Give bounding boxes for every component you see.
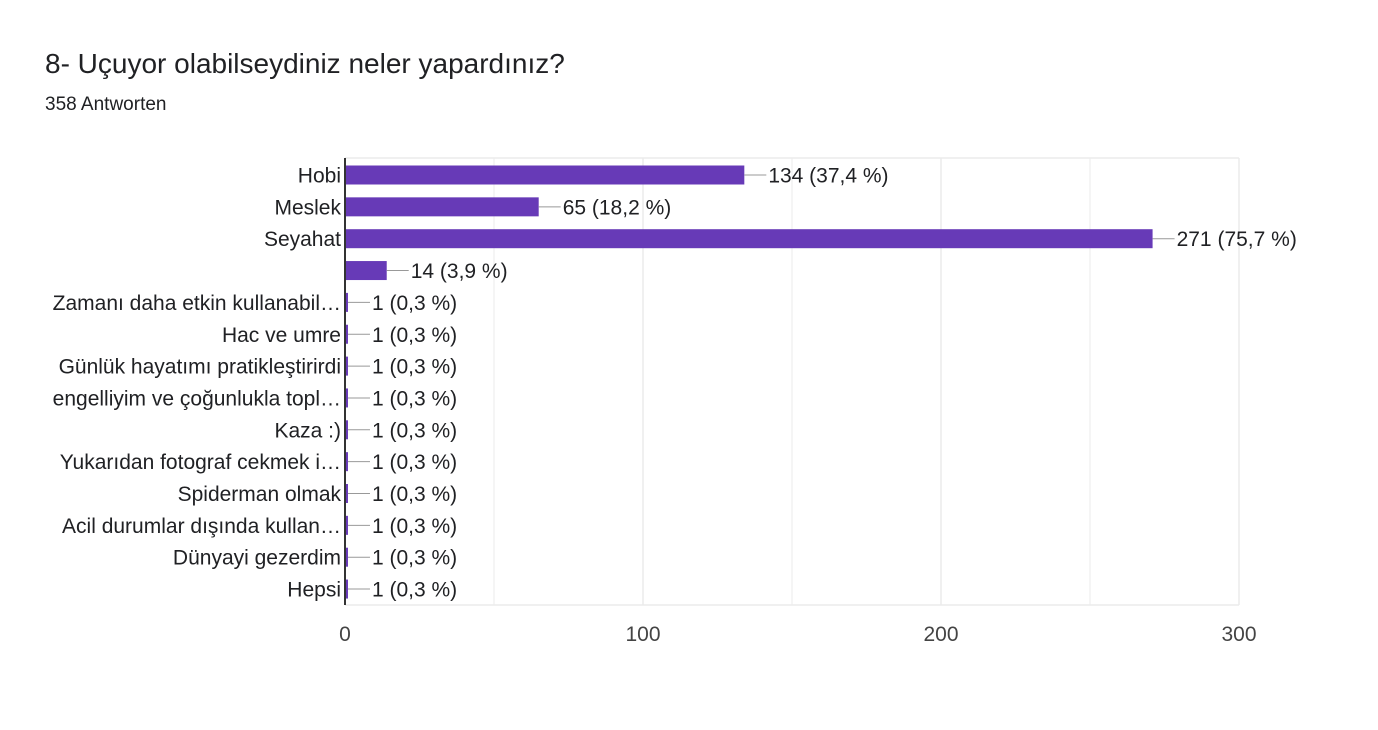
data-label: 1 (0,3 %) [372, 483, 457, 506]
x-tick-label: 0 [339, 623, 351, 646]
bar[interactable] [345, 484, 348, 503]
bar[interactable] [345, 452, 348, 472]
bar[interactable] [345, 165, 745, 185]
category-label: Kaza :) [274, 419, 341, 442]
data-label: 271 (75,7 %) [1177, 228, 1297, 251]
bars [344, 158, 1153, 605]
category-label: Seyahat [264, 228, 341, 251]
data-label: 1 (0,3 %) [372, 547, 457, 570]
x-tick-label: 200 [923, 623, 958, 646]
bar[interactable] [345, 515, 348, 535]
data-labels: 134 (37,4 %) 65 (18,2 %) 271 (75,7 %) 14 (3… [347, 165, 1297, 602]
data-label: 1 (0,3 %) [372, 292, 457, 315]
category-label: Günlük hayatımı pratikleştirirdi [59, 356, 341, 379]
category-label: Yukarıdan fotograf cekmek i… [60, 451, 341, 474]
chart-title: 8- Uçuyor olabilseydiniz neler yapardını… [45, 48, 565, 79]
bar[interactable] [345, 388, 348, 408]
category-label: Dünyayi gezerdim [173, 547, 341, 570]
bar[interactable] [345, 229, 1153, 249]
x-tick-label: 300 [1221, 623, 1256, 646]
category-label: Zamanı daha etkin kullanabil… [53, 292, 341, 315]
grid-lines [345, 157, 1240, 606]
bar[interactable] [345, 579, 348, 599]
category-label: engelliyim ve çoğunlukla topl… [53, 387, 341, 410]
data-label: 65 (18,2 %) [563, 196, 672, 219]
data-label: 1 (0,3 %) [372, 356, 457, 379]
data-label: 134 (37,4 %) [768, 165, 888, 188]
category-label: Meslek [274, 196, 341, 219]
bar[interactable] [345, 356, 348, 376]
x-axis-ticks: 0 100 200 300 [339, 623, 1256, 646]
category-labels: Hobi Meslek Seyahat Zamanı daha etkin kulla… [53, 165, 342, 602]
bar[interactable] [345, 547, 348, 567]
response-count: 358 Antworten [45, 94, 167, 115]
data-label: 1 (0,3 %) [372, 515, 457, 538]
data-label: 1 (0,3 %) [372, 579, 457, 602]
data-label: 1 (0,3 %) [372, 387, 457, 410]
bar[interactable] [345, 197, 539, 217]
category-label: Hobi [298, 165, 341, 188]
data-label: 1 (0,3 %) [372, 451, 457, 474]
category-label: Hac ve umre [222, 324, 341, 347]
bar[interactable] [345, 420, 348, 440]
data-label: 1 (0,3 %) [372, 419, 457, 442]
data-label: 14 (3,9 %) [411, 260, 508, 283]
category-label: Hepsi [287, 579, 341, 602]
x-tick-label: 100 [625, 623, 660, 646]
bar[interactable] [345, 261, 387, 281]
bar[interactable] [345, 292, 348, 312]
category-label: Acil durumlar dışında kullan… [62, 515, 341, 538]
category-label: Spiderman olmak [178, 483, 342, 506]
bar[interactable] [345, 324, 348, 344]
data-label: 1 (0,3 %) [372, 324, 457, 347]
